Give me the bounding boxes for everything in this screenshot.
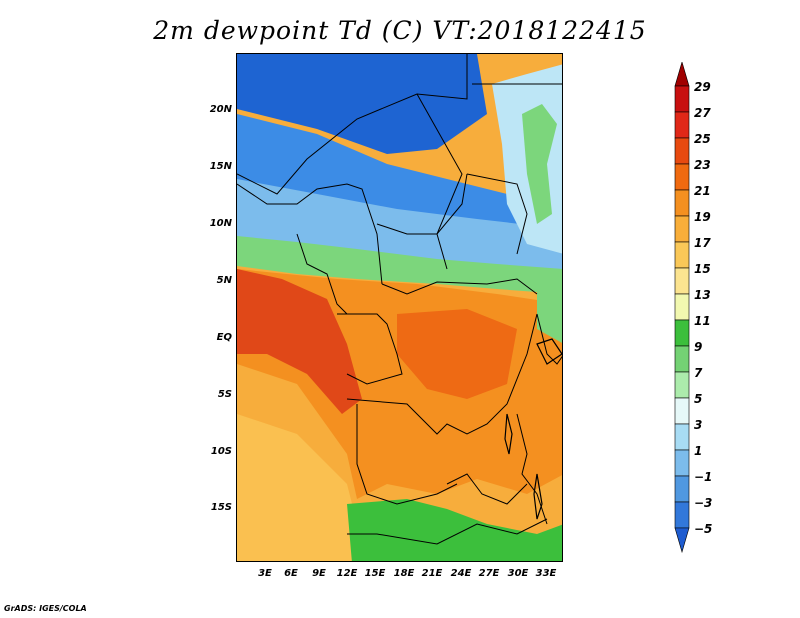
field-red-basin	[397, 309, 517, 399]
colorbar-label: −5	[694, 522, 713, 536]
y-tick-label: EQ	[216, 332, 232, 343]
colorbar-label: 25	[694, 132, 711, 146]
colorbar-label: 27	[694, 106, 711, 120]
x-tick-label: 30E	[507, 568, 529, 579]
field-blue	[237, 104, 562, 229]
border-line	[446, 473, 528, 505]
colorbar-label: 9	[694, 340, 703, 354]
y-tick-label: 15S	[210, 502, 232, 513]
border-line	[416, 93, 463, 270]
dewpoint-field	[237, 54, 562, 561]
map-title: 2m dewpoint Td (C) VT:2018122415	[153, 16, 647, 45]
border-line	[376, 173, 468, 235]
colorbar-label: −1	[694, 470, 713, 484]
colorbar-label: 3	[694, 418, 703, 432]
colorbar-label: 29	[694, 80, 711, 94]
border-line	[347, 518, 548, 545]
country-borders	[237, 54, 562, 545]
colorbar-label: 23	[694, 158, 711, 172]
field-green-south	[347, 499, 562, 561]
x-tick-label: 15E	[364, 568, 386, 579]
colorbar-segment	[674, 163, 690, 191]
colorbar-segment	[674, 501, 690, 529]
border-line	[237, 54, 468, 195]
colorbar-segment	[674, 319, 690, 347]
colorbar-segment	[674, 475, 690, 503]
border-line	[356, 404, 458, 505]
colorbar-segment	[674, 85, 690, 113]
colorbar-segment	[674, 449, 690, 477]
colorbar-label: 21	[694, 184, 711, 198]
colorbar-label: 19	[694, 210, 711, 224]
x-tick-label: 3E	[258, 568, 272, 579]
border-line	[296, 233, 348, 315]
colorbar-segment	[674, 371, 690, 399]
y-tick-label: 15N	[209, 161, 232, 172]
colorbar-segment	[674, 293, 690, 321]
colorbar-segment	[674, 62, 690, 87]
field-red-west	[237, 269, 362, 414]
colorbar-label: 13	[694, 288, 711, 302]
colorbar-label: 17	[694, 236, 711, 250]
border-line	[516, 413, 548, 525]
colorbar-label: 15	[694, 262, 711, 276]
colorbar-label: 11	[694, 314, 711, 328]
map-panel[interactable]	[236, 53, 563, 562]
y-tick-label: 10S	[210, 446, 232, 457]
colorbar	[674, 62, 690, 554]
colorbar-segment	[674, 137, 690, 165]
colorbar-label: 7	[694, 366, 703, 380]
colorbar-label: 5	[694, 392, 703, 406]
x-tick-label: 12E	[336, 568, 358, 579]
colorbar-segment	[674, 397, 690, 425]
y-tick-label: 10N	[209, 218, 232, 229]
x-tick-label: 27E	[478, 568, 500, 579]
lakes	[504, 338, 562, 520]
x-tick-label: 24E	[450, 568, 472, 579]
field-green-sahel	[237, 229, 562, 294]
x-tick-label: 21E	[421, 568, 443, 579]
lake-tanganyika-outline	[504, 413, 513, 455]
y-tick-label: 5S	[217, 389, 232, 400]
colorbar-segment	[674, 111, 690, 139]
border-line	[381, 278, 538, 295]
colorbar-segment	[674, 189, 690, 217]
colorbar-segment	[674, 527, 690, 554]
border-line	[466, 173, 528, 255]
border-line	[237, 183, 383, 285]
field-deep-blue	[237, 54, 487, 154]
field-green-coast	[522, 104, 557, 224]
y-tick-label: 5N	[216, 275, 232, 286]
border-line	[346, 313, 538, 435]
x-tick-label: 33E	[535, 568, 557, 579]
colorbar-segment	[674, 267, 690, 295]
colorbar-segment	[674, 215, 690, 243]
x-tick-label: 6E	[284, 568, 298, 579]
border-line	[536, 313, 562, 365]
colorbar-segment	[674, 241, 690, 269]
y-tick-label: 20N	[209, 104, 232, 115]
field-yellow-orange	[237, 414, 367, 561]
x-tick-label: 18E	[393, 568, 415, 579]
colorbar-label: 1	[694, 444, 703, 458]
lake-malawi-outline	[533, 473, 543, 520]
colorbar-label: −3	[694, 496, 713, 510]
credit-text: GrADS: IGES/COLA	[4, 604, 87, 613]
lake-victoria-outline	[536, 338, 562, 365]
colorbar-segment	[674, 345, 690, 373]
colorbar-segment	[674, 423, 690, 451]
colorbar-segments	[674, 62, 690, 554]
x-tick-label: 9E	[312, 568, 326, 579]
border-line	[337, 313, 403, 385]
